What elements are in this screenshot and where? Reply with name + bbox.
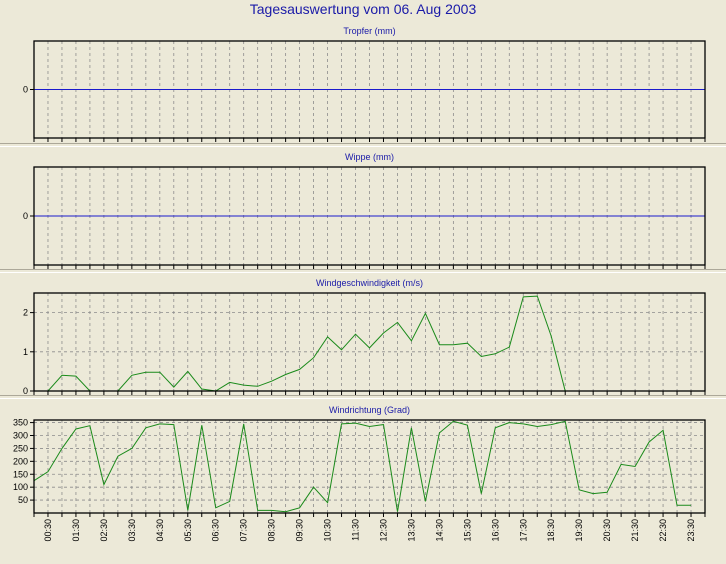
y-tick-label: 100 <box>13 482 28 492</box>
chart-title: Windgeschwindigkeit (m/s) <box>316 278 423 288</box>
x-tick-label: 19:30 <box>574 519 584 542</box>
x-tick-label: 21:30 <box>630 519 640 542</box>
plot-frame <box>33 419 706 514</box>
x-tick-label: 08:30 <box>267 519 277 542</box>
y-tick-label: 1 <box>23 347 28 357</box>
x-tick-label: 07:30 <box>239 519 249 542</box>
x-tick-label: 10:30 <box>323 519 333 542</box>
x-tick-label: 13:30 <box>406 519 416 542</box>
y-tick-label: 150 <box>13 469 28 479</box>
x-tick-label: 15:30 <box>462 519 472 542</box>
y-tick-label: 250 <box>13 443 28 453</box>
y-tick-label: 300 <box>13 431 28 441</box>
panel-separator <box>0 143 726 147</box>
x-tick-label: 22:30 <box>658 519 668 542</box>
x-tick-label: 02:30 <box>99 519 109 542</box>
chart-title: Windrichtung (Grad) <box>329 405 410 415</box>
x-tick-label: 18:30 <box>546 519 556 542</box>
panel-separator <box>0 395 726 399</box>
x-tick-label: 05:30 <box>183 519 193 542</box>
x-tick-label: 11:30 <box>351 519 361 541</box>
x-tick-label: 03:30 <box>127 519 137 542</box>
plot-frame <box>33 166 706 266</box>
plot-frame <box>33 292 706 392</box>
x-tick-label: 20:30 <box>602 519 612 542</box>
x-tick-label: 06:30 <box>211 519 221 542</box>
x-tick-label: 14:30 <box>434 519 444 542</box>
y-tick-label: 0 <box>23 85 28 95</box>
x-tick-label: 04:30 <box>155 519 165 542</box>
chart-title: Wippe (mm) <box>345 152 394 162</box>
plot-frame <box>33 40 706 139</box>
x-tick-label: 17:30 <box>518 519 528 542</box>
main-title: Tagesauswertung vom 06. Aug 2003 <box>249 1 477 17</box>
y-tick-label: 0 <box>23 211 28 221</box>
chart-title: Tropfer (mm) <box>343 26 395 36</box>
y-tick-label: 200 <box>13 456 28 466</box>
x-tick-label: 00:30 <box>43 519 53 542</box>
x-tick-label: 12:30 <box>378 519 388 542</box>
series-line <box>33 420 691 513</box>
y-tick-label: 0 <box>23 386 28 396</box>
y-tick-label: 350 <box>13 418 28 428</box>
x-tick-label: 23:30 <box>686 519 696 542</box>
x-tick-label: 16:30 <box>490 519 500 542</box>
x-tick-label: 09:30 <box>295 519 305 542</box>
y-tick-label: 50 <box>18 495 28 505</box>
panel-separator <box>0 269 726 273</box>
x-tick-label: 01:30 <box>71 519 81 542</box>
y-tick-label: 2 <box>23 308 28 318</box>
